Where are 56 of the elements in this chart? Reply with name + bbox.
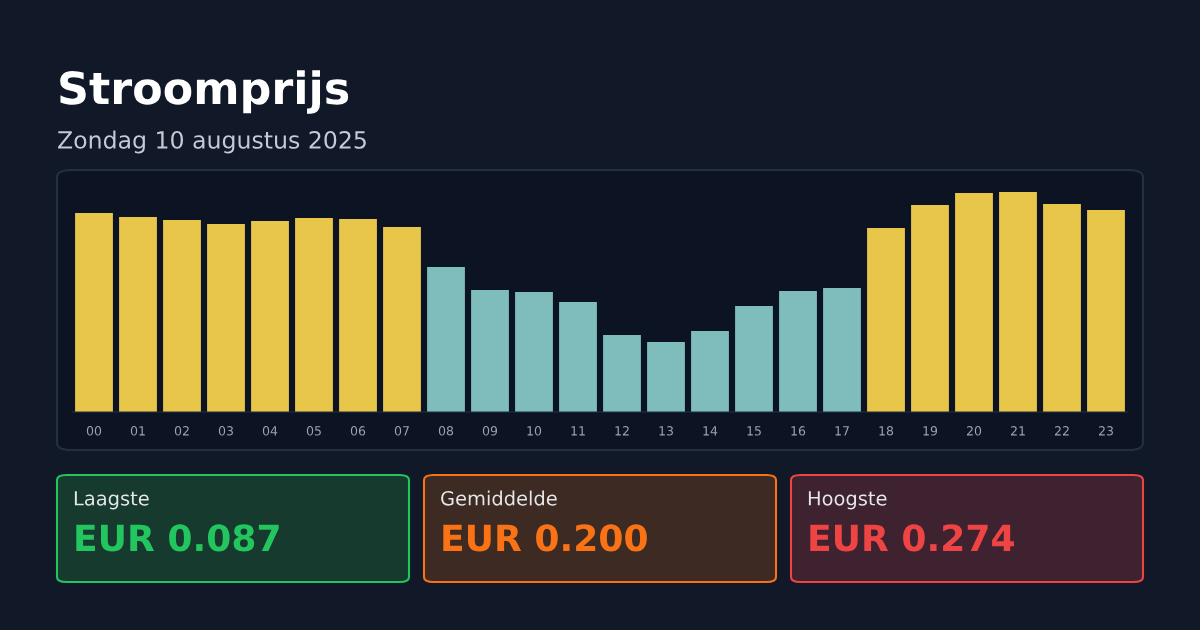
- text: EUR 0.274: [810, 524, 1014, 552]
- bar: [823, 287, 861, 412]
- x-tick-label: 11: [571, 426, 585, 436]
- x-tick-label: 14: [703, 426, 718, 436]
- x-tick-label: 08: [438, 426, 454, 436]
- text: Hoogste: [808, 491, 887, 510]
- x-tick-label: 22: [1054, 426, 1069, 436]
- bar: [867, 228, 905, 412]
- bar: [119, 217, 157, 412]
- x-tick-label: 02: [174, 426, 189, 436]
- chart-title: Stroomprijs: [60, 70, 349, 114]
- bar: [691, 331, 729, 412]
- bar: [1043, 204, 1081, 412]
- bar: [1087, 210, 1125, 412]
- bar: [999, 192, 1037, 412]
- x-tick-label: 06: [350, 426, 366, 436]
- bar: [163, 219, 201, 412]
- x-tick-label: 10: [527, 426, 542, 436]
- bar: [735, 305, 773, 412]
- x-tick-label: 12: [615, 426, 629, 436]
- bar: [603, 335, 641, 412]
- x-tick-label: 03: [218, 426, 233, 436]
- x-tick-label: 09: [482, 426, 498, 436]
- bar: [427, 267, 465, 412]
- x-tick-label: 15: [747, 426, 761, 436]
- x-tick-label: 21: [1010, 426, 1025, 436]
- text: EUR 0.087: [76, 524, 279, 552]
- x-tick-label: 01: [130, 426, 145, 436]
- x-tick-label: 19: [923, 426, 938, 436]
- bar: [471, 289, 509, 412]
- x-tick-label: 05: [306, 426, 321, 436]
- x-tick-label: 04: [262, 426, 278, 436]
- bar: [559, 302, 597, 412]
- x-tick-label: 00: [86, 426, 102, 436]
- x-tick-label: 23: [1098, 426, 1113, 436]
- bar: [647, 342, 685, 412]
- bar: [955, 193, 993, 412]
- bar: [911, 204, 949, 412]
- x-tick-label: 18: [879, 426, 894, 436]
- text: Gemiddelde: [441, 490, 557, 506]
- x-tick-label: 13: [659, 426, 673, 436]
- x-tick-label: 17: [835, 426, 849, 436]
- bar: [339, 219, 377, 412]
- bar: [251, 221, 289, 412]
- text: Laagste: [74, 491, 149, 510]
- bar: [383, 226, 421, 412]
- bar: [295, 217, 333, 412]
- bar: [75, 212, 113, 412]
- x-tick-label: 16: [791, 426, 806, 436]
- bar: [515, 292, 553, 412]
- x-tick-label: 07: [394, 426, 409, 436]
- x-tick-label: 20: [966, 426, 982, 436]
- text: EUR 0.200: [443, 524, 647, 552]
- bar: [207, 223, 245, 412]
- chart-subtitle: Zondag 10 augustus 2025: [58, 130, 366, 154]
- bar: [779, 291, 817, 412]
